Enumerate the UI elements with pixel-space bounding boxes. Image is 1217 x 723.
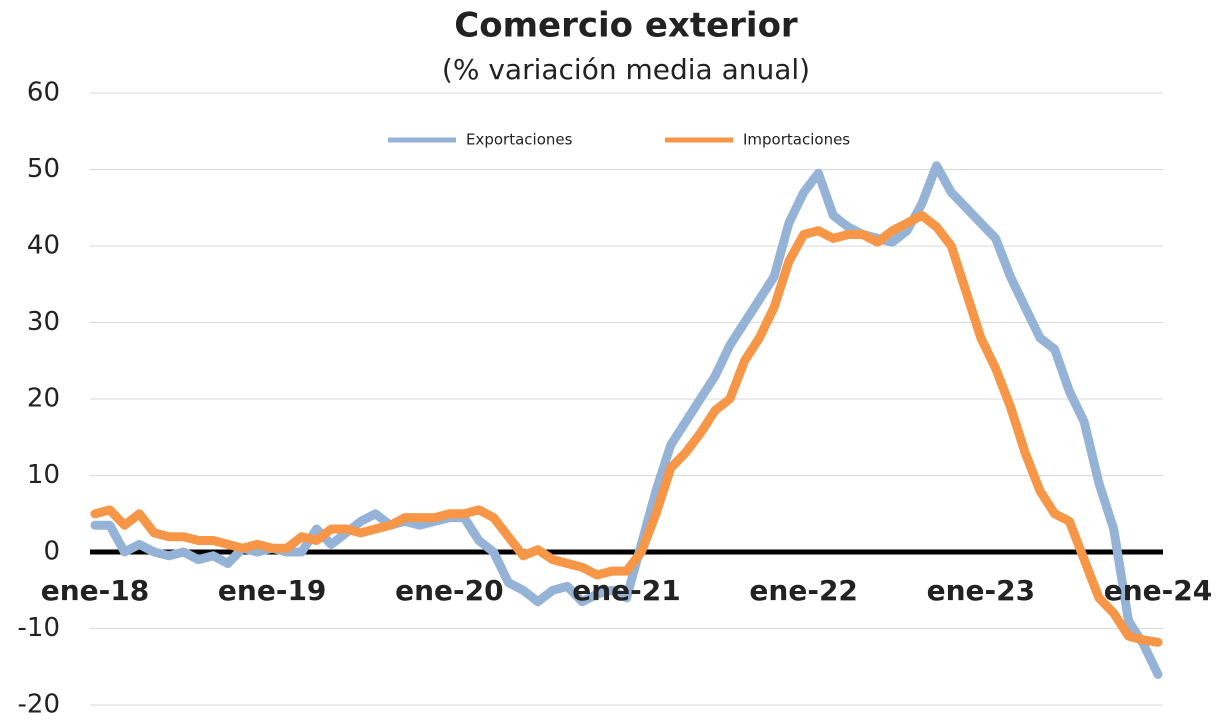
x-tick-label: ene-23 — [927, 574, 1036, 607]
y-tick-label: -10 — [18, 613, 60, 643]
legend-label: Importaciones — [743, 131, 850, 149]
y-tick-label: 10 — [27, 460, 60, 490]
y-tick-label: -20 — [18, 690, 60, 720]
y-tick-label: 60 — [27, 78, 60, 108]
x-tick-label: ene-19 — [218, 574, 327, 607]
y-tick-label: 30 — [27, 307, 60, 337]
line-series — [90, 210, 1163, 647]
y-tick-label: 50 — [27, 154, 60, 184]
x-tick-label: ene-24 — [1104, 574, 1213, 607]
y-tick-label: 20 — [27, 384, 60, 414]
chart-subtitle: (% variación media anual) — [442, 53, 810, 86]
x-tick-label: ene-21 — [572, 574, 681, 607]
y-tick-label: 0 — [43, 537, 60, 567]
legend-label: Exportaciones — [466, 131, 573, 149]
x-tick-label: ene-22 — [749, 574, 858, 607]
x-tick-label: ene-20 — [395, 574, 504, 607]
x-tick-label: ene-18 — [41, 574, 150, 607]
chart-title: Comercio exterior — [454, 6, 798, 46]
y-tick-label: 40 — [27, 231, 60, 261]
